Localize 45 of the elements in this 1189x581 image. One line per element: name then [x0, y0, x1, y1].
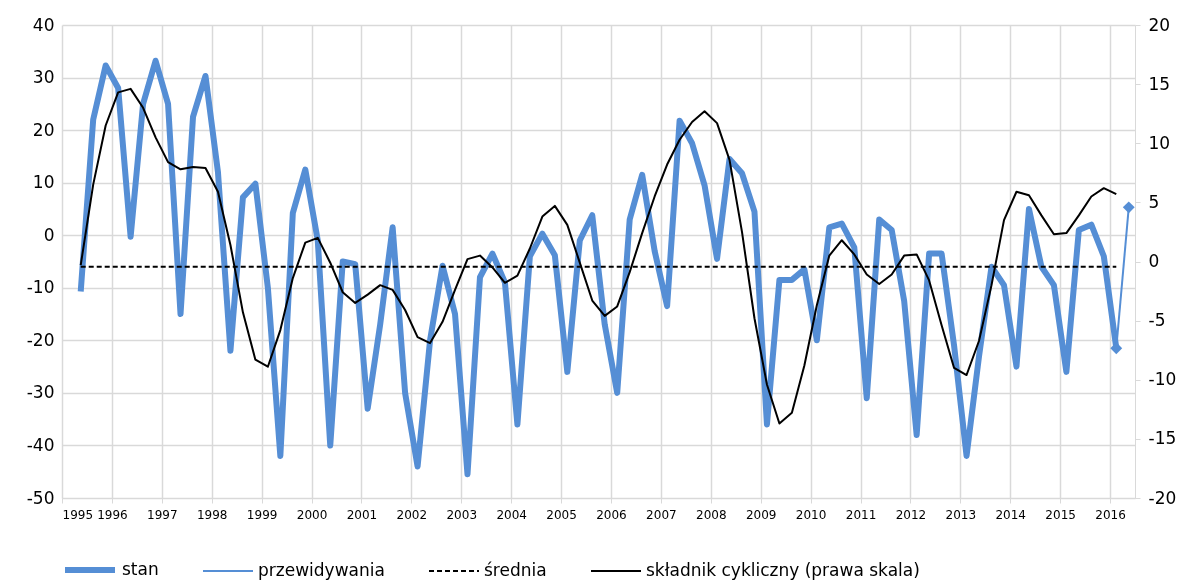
legend-label: przewidywania [258, 560, 385, 580]
x-tick-label: 1999 [246, 507, 278, 522]
x-tick-label: 2014 [995, 507, 1027, 522]
x-tick-label: 2003 [446, 507, 478, 522]
x-tick-label: 2015 [1045, 507, 1076, 522]
x-tick-label: 1998 [196, 507, 228, 522]
legend-label: średnia [484, 560, 547, 580]
x-tick-label: 2000 [296, 507, 328, 522]
x-tick-label: 2013 [945, 507, 977, 522]
y2-tick-label: 20 [1148, 14, 1171, 35]
y2-tick-label: 0 [1148, 251, 1160, 271]
x-tick-label: 2006 [596, 507, 627, 522]
y2-tick-label: -10 [1148, 369, 1177, 390]
y2-tick-label: -5 [1148, 310, 1166, 331]
y-tick-label: -10 [26, 277, 55, 298]
x-tick-label: 2002 [396, 507, 428, 522]
x-tick-label: 2008 [696, 507, 727, 522]
y-tick-label: 40 [32, 14, 55, 35]
x-tick-label: 2005 [546, 507, 577, 522]
x-tick-label: 2010 [795, 507, 827, 522]
x-tick-label: 2011 [845, 507, 877, 522]
y-tick-label: 10 [32, 172, 55, 193]
legend-label: składnik cykliczny (prawa skala) [646, 560, 920, 580]
legend-label: stan [122, 559, 159, 579]
x-tick-label: 2012 [895, 507, 927, 522]
y-tick-label: 30 [32, 67, 55, 88]
y2-tick-label: 5 [1148, 191, 1160, 212]
y2-tick-label: -20 [1148, 487, 1177, 508]
y-tick-label: 20 [32, 119, 55, 140]
y2-tick-label: -15 [1148, 428, 1177, 449]
y-tick-label: -50 [26, 487, 55, 508]
y2-tick-label: 10 [1148, 132, 1171, 153]
x-tick-label: 1997 [147, 507, 178, 522]
y-tick-label: -20 [26, 329, 55, 350]
y-tick-label: -30 [26, 382, 55, 403]
x-tick-label: 1996 [97, 507, 128, 522]
x-tick-label: 1995 [62, 507, 94, 522]
y-tick-label: 0 [43, 224, 55, 245]
x-tick-label: 2007 [646, 507, 677, 522]
x-tick-label: 2016 [1095, 507, 1126, 522]
x-tick-label: 2004 [496, 507, 527, 522]
y-tick-label: -40 [26, 434, 55, 455]
y2-tick-label: 15 [1148, 73, 1171, 94]
x-tick-label: 2001 [346, 507, 378, 522]
x-tick-label: 2009 [745, 507, 777, 522]
